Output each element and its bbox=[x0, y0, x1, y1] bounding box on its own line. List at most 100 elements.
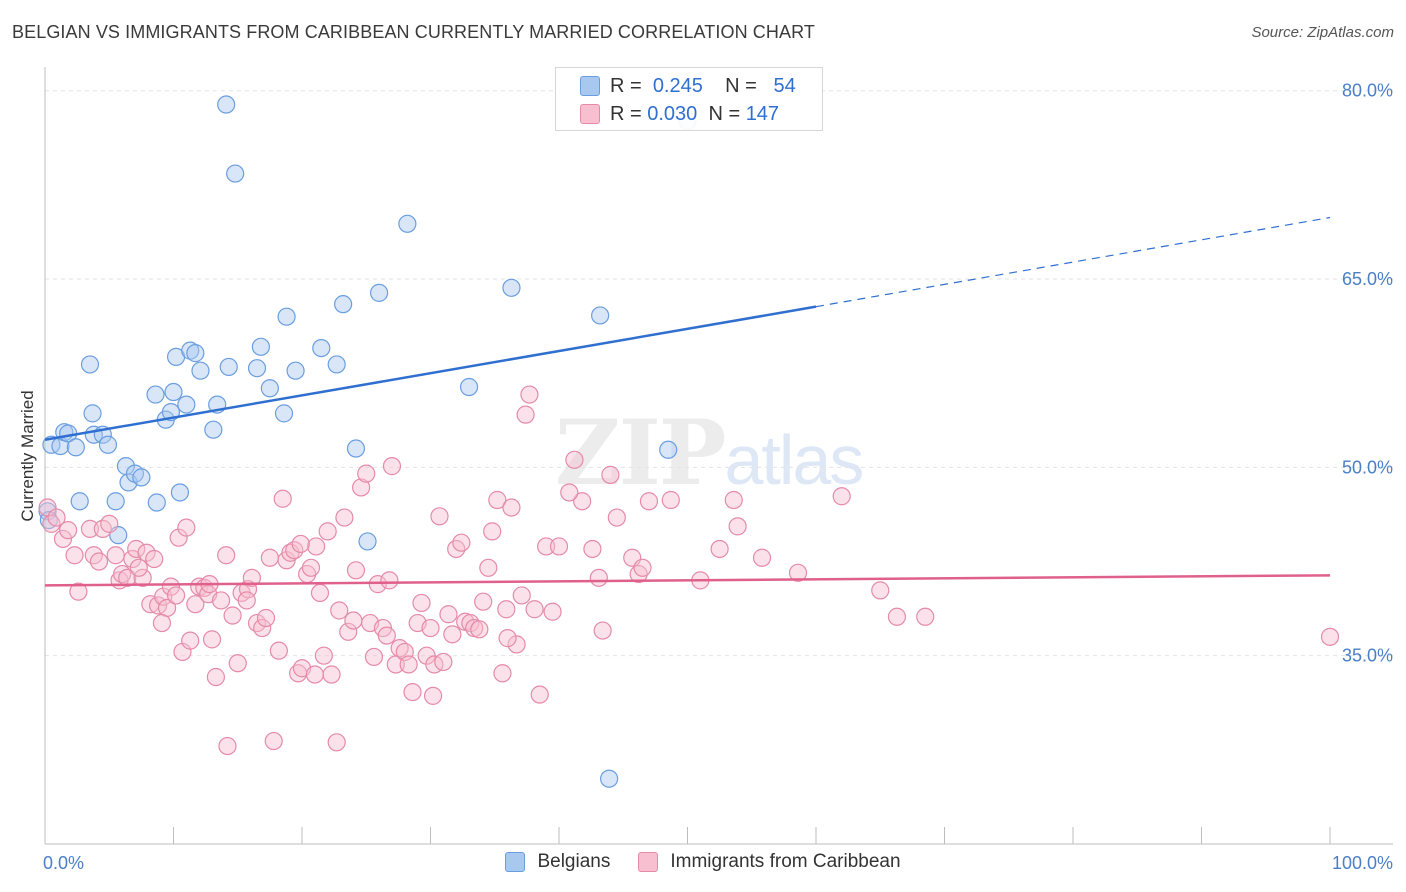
caribbean-point bbox=[439, 605, 458, 624]
belgians-point bbox=[177, 395, 196, 414]
belgians-point bbox=[251, 337, 270, 356]
caribbean-point bbox=[133, 568, 152, 587]
legend-n-label: N = bbox=[708, 102, 741, 125]
correlation-legend: R = 0.245 N = 54 R = 0.030 N = 147 bbox=[555, 67, 823, 131]
belgians-point bbox=[312, 338, 331, 358]
caribbean-point bbox=[412, 593, 431, 613]
belgians-point bbox=[106, 492, 125, 511]
axes bbox=[44, 67, 1393, 845]
caribbean-point bbox=[498, 629, 517, 648]
belgians-point bbox=[147, 493, 166, 512]
caribbean-point bbox=[573, 492, 592, 511]
caribbean-point bbox=[152, 613, 172, 633]
series-legend-caribbean: Immigrants from Caribbean bbox=[638, 851, 901, 873]
caribbean-point bbox=[318, 522, 337, 541]
caribbean-point bbox=[129, 558, 148, 577]
caribbean-point bbox=[399, 655, 418, 674]
caribbean-point bbox=[607, 508, 626, 527]
legend-n-label: N = bbox=[725, 74, 757, 97]
caribbean-point bbox=[305, 665, 324, 684]
axis-labels: 35.0% 50.0% 65.0% 80.0% 0.0% 100.0% Currently … bbox=[18, 81, 1393, 873]
legend-r-value: 0.030 bbox=[647, 102, 698, 125]
belgians-point bbox=[600, 769, 619, 788]
caribbean-point bbox=[357, 464, 376, 483]
caribbean-point bbox=[728, 517, 747, 536]
caribbean-point bbox=[65, 546, 84, 565]
caribbean-point bbox=[916, 607, 935, 626]
caribbean-point bbox=[269, 641, 288, 660]
belgians-point bbox=[217, 95, 236, 114]
legend-swatch-belgians bbox=[580, 76, 600, 96]
watermark-zip: ZIP bbox=[555, 400, 726, 506]
caribbean-point bbox=[565, 450, 584, 469]
caribbean-point bbox=[211, 591, 231, 610]
caribbean-point bbox=[346, 561, 366, 580]
caribbean-point bbox=[59, 521, 78, 540]
caribbean-point bbox=[724, 490, 743, 510]
caribbean-point bbox=[543, 602, 562, 621]
caribbean-point bbox=[421, 618, 440, 638]
caribbean-point bbox=[145, 549, 164, 569]
caribbean-point bbox=[661, 490, 680, 510]
series-swatch-belgians bbox=[505, 852, 526, 872]
belgians-point bbox=[204, 420, 223, 439]
caribbean-point bbox=[80, 519, 100, 538]
caribbean-point bbox=[516, 405, 535, 424]
caribbean-point bbox=[169, 528, 188, 547]
caribbean-point bbox=[368, 575, 387, 594]
caribbean-point bbox=[633, 558, 652, 577]
belgians-point bbox=[170, 483, 190, 502]
caribbean-point bbox=[53, 529, 73, 549]
series-legend: Belgians Immigrants from Caribbean bbox=[0, 851, 1406, 873]
caribbean-point bbox=[161, 577, 181, 596]
caribbean-point bbox=[430, 507, 449, 526]
belgians-point bbox=[186, 344, 205, 363]
caribbean-point bbox=[364, 647, 384, 667]
caribbean-point bbox=[256, 608, 276, 628]
caribbean-point bbox=[752, 548, 772, 567]
caribbean-point bbox=[549, 537, 569, 556]
belgians-point bbox=[591, 306, 610, 325]
watermark: ZIPatlas bbox=[555, 400, 864, 506]
belgians-point bbox=[66, 438, 85, 457]
belgians-point bbox=[277, 307, 296, 326]
belgians-point bbox=[70, 492, 89, 511]
belgians-trend-line bbox=[44, 305, 817, 441]
caribbean-point bbox=[452, 533, 471, 552]
belgians-point bbox=[191, 361, 210, 380]
caribbean-point bbox=[479, 558, 498, 577]
legend-r-label: R = bbox=[610, 102, 642, 125]
belgians-point bbox=[132, 468, 151, 487]
caribbean-point bbox=[403, 682, 422, 702]
caribbean-point bbox=[507, 635, 526, 654]
belgians-point bbox=[327, 355, 346, 374]
caribbean-point bbox=[335, 508, 354, 527]
y-tick-label: 35.0% bbox=[1342, 646, 1393, 666]
caribbean-point bbox=[497, 600, 516, 619]
caribbean-point bbox=[127, 539, 146, 559]
caribbean-point bbox=[106, 546, 125, 565]
caribbean-point bbox=[47, 508, 66, 527]
caribbean-point bbox=[314, 646, 333, 665]
belgians-point bbox=[370, 283, 389, 302]
series-swatch-caribbean bbox=[638, 852, 659, 872]
caribbean-point bbox=[69, 582, 88, 601]
y-tick-label: 80.0% bbox=[1342, 81, 1393, 101]
caribbean-point bbox=[788, 563, 808, 582]
caribbean-point bbox=[470, 620, 489, 639]
caribbean-point bbox=[639, 492, 659, 511]
caribbean-point bbox=[832, 487, 851, 506]
caribbean-point bbox=[382, 457, 402, 476]
belgians-point bbox=[226, 164, 245, 183]
belgians-point bbox=[219, 357, 238, 377]
legend-n-value: 54 bbox=[773, 74, 796, 97]
belgians-point bbox=[286, 361, 305, 380]
caribbean-point bbox=[154, 587, 173, 606]
caribbean-point bbox=[434, 652, 453, 672]
caribbean-point bbox=[118, 568, 137, 587]
caribbean-point bbox=[237, 591, 256, 610]
legend-r-label: R = bbox=[610, 74, 642, 97]
source-label: Source: ZipAtlas.com bbox=[1251, 24, 1394, 41]
belgians-point bbox=[334, 295, 353, 314]
caribbean-point bbox=[710, 539, 729, 559]
